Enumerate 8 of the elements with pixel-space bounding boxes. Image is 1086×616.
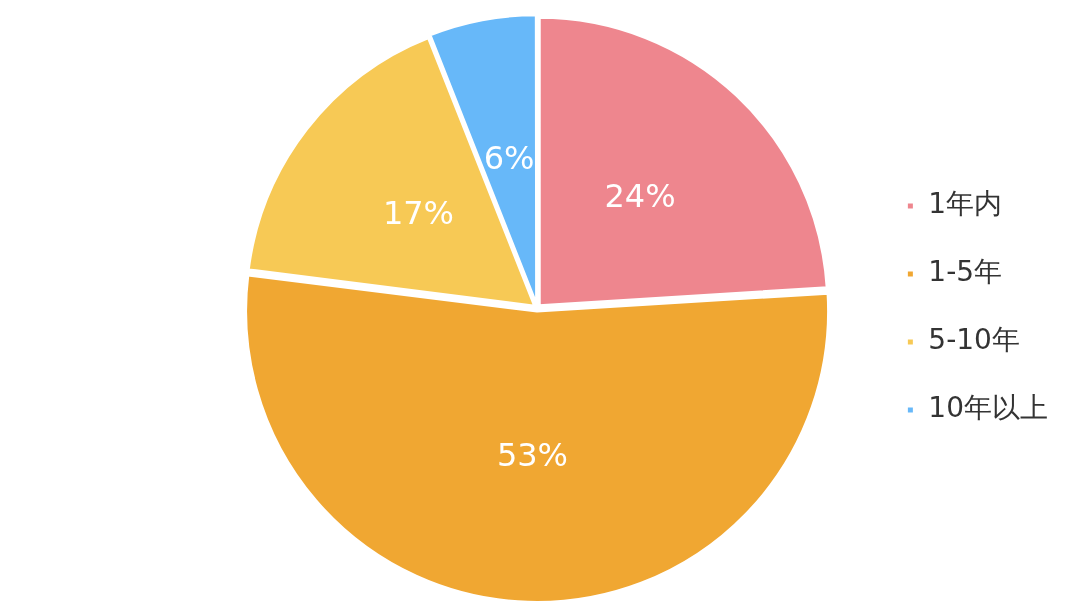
data-label: 53% <box>496 436 569 475</box>
data-label: 17% <box>382 194 455 233</box>
data-label: 24% <box>604 176 676 215</box>
legend-label: 10年以上 <box>928 391 1049 425</box>
legend-label: 1-5年 <box>928 255 1003 289</box>
data-label: 6% <box>483 138 535 177</box>
legend-label: 5-10年 <box>928 323 1020 357</box>
legend-label: 1年内 <box>928 187 1003 221</box>
